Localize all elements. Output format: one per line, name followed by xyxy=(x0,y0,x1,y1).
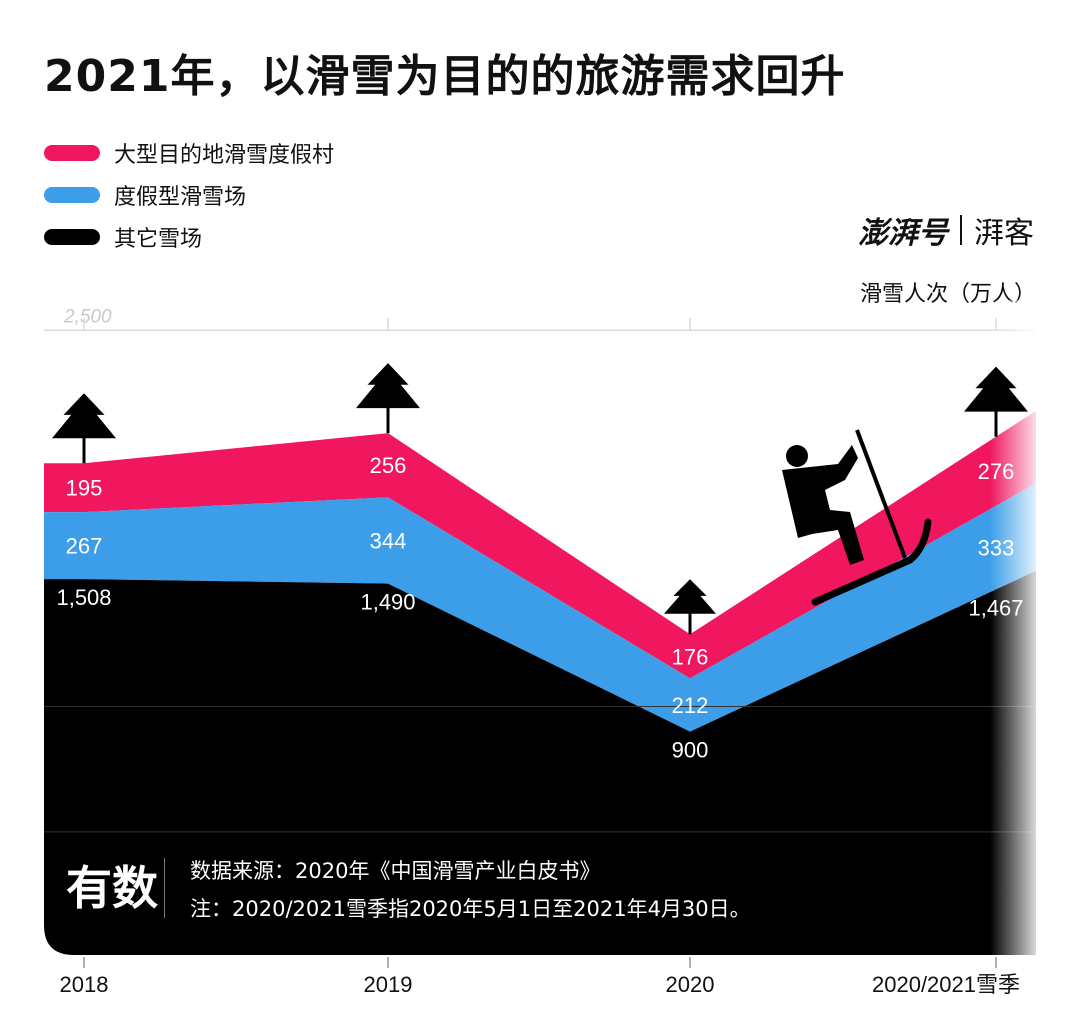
y-tick-label: 2,500 xyxy=(63,306,112,327)
legend-label: 度假型滑雪场 xyxy=(114,185,247,210)
brand-logo: 澎湃号 湃客 xyxy=(858,208,1034,252)
skier-icon xyxy=(782,429,932,606)
legend-item-vacation: 度假型滑雪场 xyxy=(44,174,334,216)
tree-icon xyxy=(664,579,716,635)
legend-item-resort: 大型目的地滑雪度假村 xyxy=(44,132,334,174)
source-note: 数据来源：2020年《中国滑雪产业白皮书》 注：2020/2021雪季指2020… xyxy=(190,852,751,928)
tree-icon xyxy=(52,393,116,464)
tree-crown xyxy=(356,363,420,409)
legend-swatch-pink xyxy=(44,145,100,161)
legend-label: 其它雪场 xyxy=(114,227,203,252)
brand-left: 澎湃号 xyxy=(858,216,948,251)
logo-divider xyxy=(164,858,165,918)
tree-crown xyxy=(52,393,116,439)
legend-swatch-blue xyxy=(44,187,100,203)
legend-item-other: 其它雪场 xyxy=(44,216,334,258)
area-layer xyxy=(44,410,1036,955)
tree-crown xyxy=(664,579,716,614)
x-axis: 2018 2019 2020 2020/2021雪季 xyxy=(60,957,1020,997)
value-label-vacation: 344 xyxy=(370,528,407,553)
tree-icon xyxy=(964,366,1028,437)
source-line: 数据来源：2020年《中国滑雪产业白皮书》 xyxy=(190,859,601,883)
value-label-other: 1,490 xyxy=(360,590,415,615)
brand-divider xyxy=(960,215,962,245)
x-tick-label: 2020 xyxy=(666,972,715,997)
value-label-other: 900 xyxy=(672,738,709,763)
legend-swatch-black xyxy=(44,229,100,245)
value-label-other: 1,508 xyxy=(56,585,111,610)
value-label-destination: 195 xyxy=(66,476,103,501)
value-label-other: 1,467 xyxy=(968,595,1023,620)
area-destination-resorts xyxy=(44,410,1036,679)
chart-title: 2021年，以滑雪为目的的旅游需求回升 xyxy=(44,51,846,102)
x-tick-label: 2020/2021雪季 xyxy=(872,972,1020,997)
youshu-logo: 有数 xyxy=(66,861,158,915)
brand-right: 湃客 xyxy=(974,216,1034,251)
value-label-destination: 256 xyxy=(370,453,407,478)
area-other-slopes xyxy=(44,570,1036,955)
tree-icon xyxy=(356,363,420,434)
legend: 大型目的地滑雪度假村 度假型滑雪场 其它雪场 xyxy=(44,132,334,258)
x-tick-label: 2018 xyxy=(60,972,109,997)
area-vacation-resorts xyxy=(44,483,1036,732)
value-label-vacation: 267 xyxy=(66,534,103,559)
x-tick-label: 2019 xyxy=(364,972,413,997)
tree-layer xyxy=(52,363,1028,635)
value-label-destination: 276 xyxy=(978,459,1015,484)
legend-label: 大型目的地滑雪度假村 xyxy=(114,143,335,168)
value-label-vacation: 212 xyxy=(672,693,709,718)
value-label-vacation: 333 xyxy=(978,536,1015,561)
value-label-destination: 176 xyxy=(672,644,709,669)
label-layer: 1,508 1,490 900 1,467 267 344 212 333 195 256 176 2… xyxy=(56,453,1023,762)
tree-crown xyxy=(964,366,1028,412)
note-line: 注：2020/2021雪季指2020年5月1日至2021年4月30日。 xyxy=(190,897,751,921)
